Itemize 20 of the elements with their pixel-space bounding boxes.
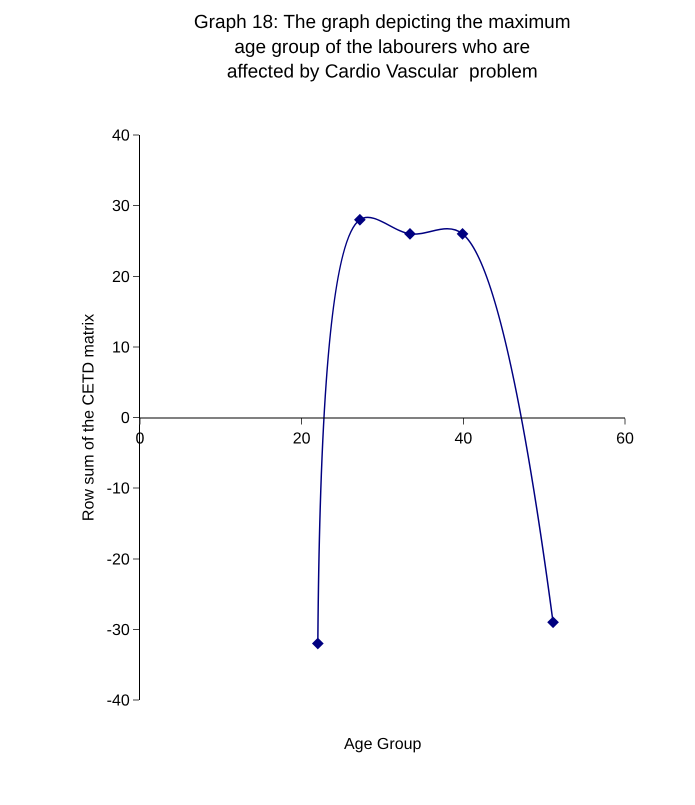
y-tick-label: -20 (106, 551, 130, 568)
y-tick-label: 20 (112, 268, 130, 286)
x-tick-label: 20 (292, 430, 311, 448)
chart-title: Graph 18: The graph depicting the maximum age group of the labourers who are affected by Cardio Vascular problem (194, 12, 571, 83)
y-tick-label: -30 (106, 622, 130, 639)
x-axis-title: Age Group (344, 736, 422, 753)
y-tick-label: 40 (112, 128, 130, 145)
x-tick-label: 60 (616, 430, 634, 448)
point (312, 638, 324, 650)
point (354, 214, 366, 226)
y-tick-label: 0 (120, 410, 130, 428)
y-axis-title: Row sum of the CETD matrix (80, 314, 98, 522)
y-tick-label: 30 (112, 198, 130, 216)
x-tick-label: 40 (454, 430, 472, 448)
point (404, 228, 416, 240)
y-tick-label: 10 (112, 339, 130, 356)
y-tick-label: -10 (106, 480, 130, 498)
y-tick-label: -40 (106, 692, 130, 710)
point (456, 228, 468, 240)
point (547, 616, 559, 628)
